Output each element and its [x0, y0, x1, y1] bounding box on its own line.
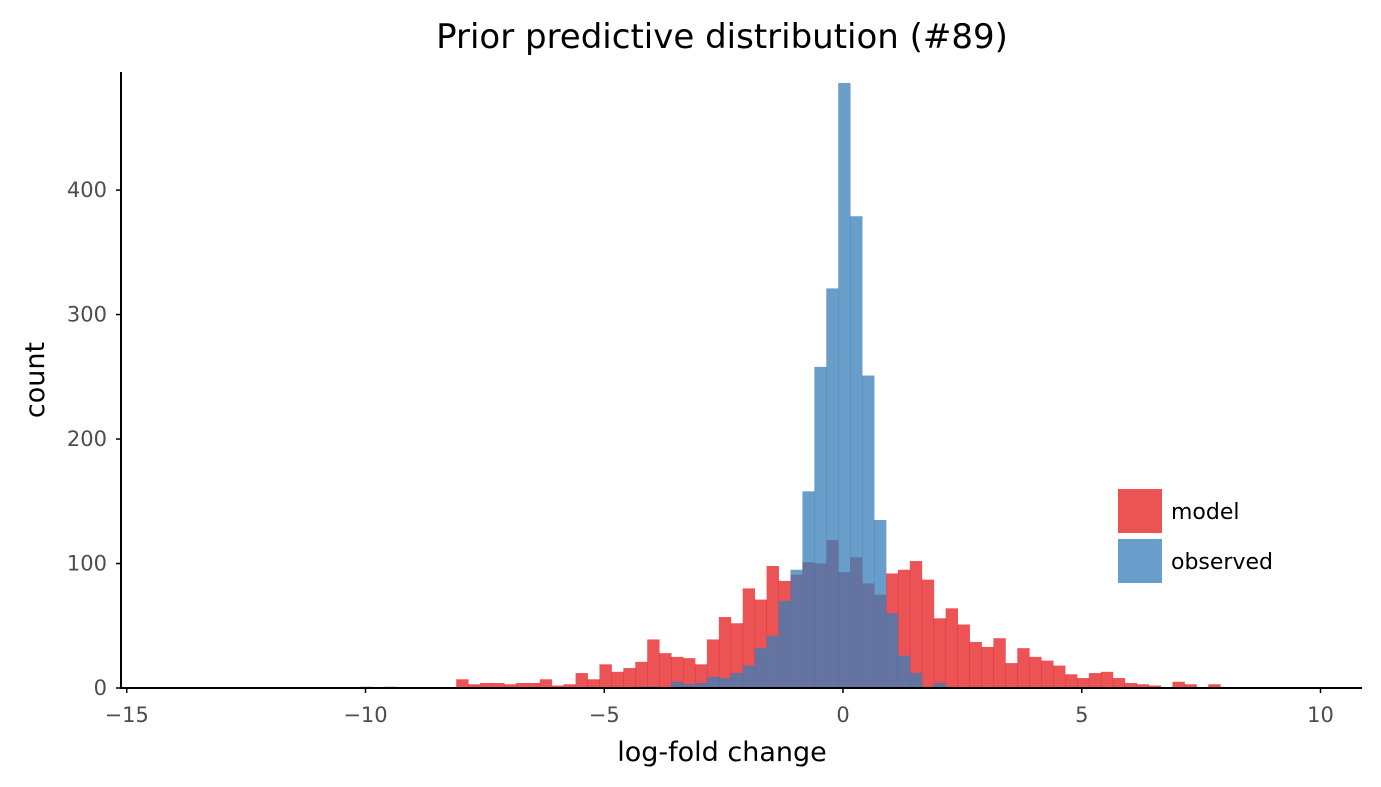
bar-model-58	[1124, 683, 1138, 688]
x-tick-label: −15	[105, 703, 149, 727]
bar-model-43	[945, 608, 958, 688]
bar-model-24	[718, 617, 732, 688]
legend-item-model: model	[1118, 489, 1240, 533]
bar-model-49	[1017, 648, 1030, 688]
legend: model observed	[1118, 489, 1273, 583]
bars-layer	[360, 83, 1221, 688]
bar-observed-15	[826, 288, 839, 688]
bar-model-19	[659, 653, 672, 688]
bar-model-14	[599, 664, 612, 688]
y-tick-label: 0	[94, 676, 107, 700]
legend-swatch	[1118, 489, 1162, 533]
series-observed	[635, 83, 947, 688]
bar-observed-8	[742, 665, 756, 688]
bar-observed-2	[671, 681, 684, 688]
bar-observed-5	[706, 676, 720, 688]
legend-item-observed: observed	[1118, 539, 1273, 583]
bar-model-55	[1088, 673, 1102, 688]
bar-model-5	[492, 683, 505, 688]
bar-model-21	[683, 658, 696, 688]
x-tick-label: −10	[343, 703, 387, 727]
bar-model-18	[647, 639, 660, 688]
x-axis-title: log-fold change	[617, 737, 827, 768]
bar-model-2	[456, 679, 469, 688]
bar-model-26	[742, 588, 756, 688]
bar-model-3	[468, 684, 481, 688]
bar-model-53	[1065, 674, 1078, 688]
bar-observed-22	[909, 673, 923, 688]
bar-model-4	[480, 683, 493, 688]
bar-model-61	[1172, 681, 1185, 688]
bar-observed-16	[838, 83, 851, 688]
y-tick-label: 200	[67, 427, 107, 451]
bar-model-59	[1136, 684, 1149, 688]
x-axis-ticks: −15 −10 −5 0 5 10	[105, 688, 1334, 727]
legend-label: observed	[1171, 550, 1273, 575]
legend-swatch	[1118, 539, 1162, 583]
bar-model-63	[1208, 684, 1221, 688]
bar-model-48	[1005, 663, 1018, 688]
bar-observed-24	[933, 683, 947, 688]
bar-model-44	[957, 624, 970, 688]
chart-title: Prior predictive distribution (#89)	[436, 17, 1008, 57]
y-tick-label: 100	[67, 552, 107, 576]
y-tick-label: 400	[67, 178, 107, 202]
bar-observed-7	[730, 673, 744, 688]
bar-model-51	[1041, 660, 1054, 688]
bar-model-10	[551, 685, 565, 688]
bar-observed-14	[814, 366, 827, 688]
bar-model-23	[706, 639, 720, 688]
bar-model-7	[515, 683, 529, 688]
bar-model-47	[993, 638, 1006, 688]
bar-model-12	[575, 673, 588, 688]
bar-observed-12	[790, 569, 803, 688]
bar-model-60	[1148, 685, 1161, 688]
bar-observed-10	[766, 635, 779, 688]
bar-model-22	[694, 664, 708, 688]
bar-model-16	[623, 668, 636, 688]
bar-model-45	[969, 641, 982, 688]
bar-observed-20	[885, 613, 899, 688]
bar-model-13	[587, 679, 600, 688]
bar-observed-9	[754, 648, 767, 688]
x-tick-label: 0	[836, 703, 849, 727]
bar-observed-4	[694, 683, 708, 688]
bar-model-17	[635, 661, 648, 688]
bar-model-40	[909, 561, 923, 688]
bar-model-42	[933, 618, 947, 688]
bar-model-54	[1076, 678, 1090, 688]
bar-model-50	[1029, 656, 1042, 688]
bar-observed-18	[862, 375, 875, 688]
bar-model-15	[611, 671, 624, 688]
bar-model-56	[1100, 671, 1114, 688]
bar-model-52	[1053, 665, 1066, 688]
x-tick-label: −5	[589, 703, 620, 727]
bar-model-6	[503, 684, 517, 688]
bar-observed-17	[850, 216, 863, 688]
bar-model-9	[539, 679, 553, 688]
y-axis-ticks: 0 100 200 300 400	[67, 178, 121, 700]
bar-observed-19	[874, 519, 887, 688]
y-axis-title: count	[20, 342, 51, 418]
bar-observed-3	[683, 684, 696, 688]
x-tick-label: 5	[1075, 703, 1088, 727]
bar-observed-13	[802, 491, 815, 688]
bar-model-62	[1184, 684, 1197, 688]
bar-model-8	[527, 683, 541, 688]
bar-model-20	[671, 656, 684, 688]
y-tick-label: 300	[67, 303, 107, 327]
bar-observed-21	[897, 655, 911, 688]
bar-observed-11	[778, 600, 791, 688]
x-tick-label: 10	[1307, 703, 1334, 727]
bar-model-41	[921, 579, 935, 688]
legend-label: model	[1171, 500, 1240, 525]
bar-model-11	[563, 684, 576, 688]
bar-observed-6	[718, 678, 732, 688]
bar-model-25	[730, 623, 744, 688]
bar-model-57	[1112, 678, 1126, 688]
bar-model-46	[981, 646, 994, 688]
